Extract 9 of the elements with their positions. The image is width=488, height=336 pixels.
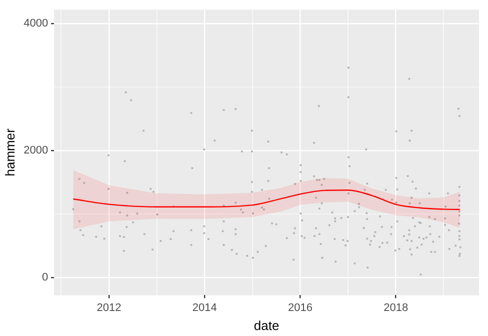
x-tick-label: 2014 — [192, 302, 217, 314]
x-tick-label: 2016 — [288, 302, 312, 314]
x-axis-title: date — [254, 318, 280, 333]
y-axis-title: hammer — [2, 128, 18, 176]
y-tick-label: 2000 — [24, 144, 48, 156]
y-tick-label: 0 — [42, 272, 48, 284]
x-tick-label: 2018 — [384, 302, 408, 314]
y-tick-label: 4000 — [24, 17, 48, 30]
x-tick-label: 2012 — [96, 302, 122, 314]
